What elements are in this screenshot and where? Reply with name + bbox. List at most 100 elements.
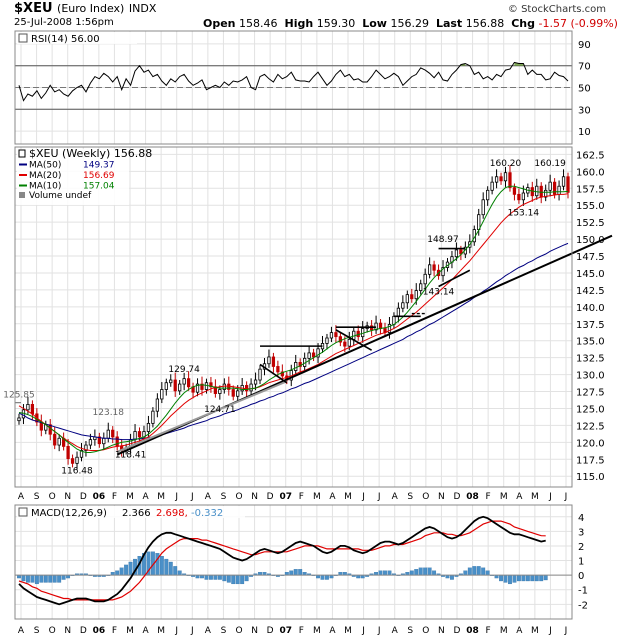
candle-body (137, 431, 142, 438)
price-legend-value: 149.37 (83, 161, 115, 171)
price-x-tick: D (80, 492, 87, 502)
candle-body (410, 294, 414, 300)
candle-body (405, 294, 409, 304)
macd-histogram-bar (124, 564, 129, 576)
macd-y-tick: 4 (578, 513, 584, 524)
macd-x-tick: M (531, 626, 539, 636)
flag-line (259, 363, 288, 384)
macd-x-tick: J (564, 626, 568, 636)
price-y-tick: 132.5 (576, 354, 605, 365)
candle-body (477, 214, 481, 230)
macd-x-tick: N (64, 626, 71, 636)
candle-body (329, 332, 334, 339)
candle-body (294, 361, 298, 371)
candle-body (557, 185, 561, 195)
macd-x-tick: 08 (466, 626, 479, 636)
candle-body (173, 379, 177, 392)
candle-body (146, 422, 151, 432)
macd-histogram-bar (25, 574, 30, 583)
candle-body (334, 332, 338, 338)
macd-histogram-bar (499, 574, 503, 582)
macd-histogram-bar (467, 567, 472, 576)
candle-body (133, 431, 137, 441)
candle-body (401, 302, 405, 309)
macd-histogram-bar (530, 574, 535, 582)
macd-histogram-bar (387, 570, 392, 576)
macd-x-tick: M (157, 626, 165, 636)
macd-legend-hist: -0.332 (191, 508, 223, 519)
price-x-tick: J (564, 492, 568, 502)
macd-x-tick: A (142, 626, 149, 636)
candle-body (218, 389, 222, 394)
macd-histogram-bar (485, 570, 490, 576)
macd-x-tick: A (18, 626, 25, 636)
macd-panel-frame (14, 504, 573, 620)
macd-histogram-bar (226, 574, 231, 583)
candle-body (517, 193, 521, 201)
macd-histogram-bar (508, 574, 512, 585)
candle-body (222, 383, 226, 390)
rsi-line (18, 61, 569, 102)
price-x-tick: J (361, 492, 365, 502)
price-y-tick: 160.0 (576, 167, 605, 178)
price-y-tick: 122.5 (576, 421, 605, 432)
price-annotation: 153.14 (508, 208, 540, 218)
price-x-tick: S (221, 492, 227, 502)
candle-body (231, 389, 235, 397)
rsi-legend-swatch (18, 33, 28, 43)
support-trendline-faded (116, 380, 288, 453)
macd-histogram-bar (423, 567, 428, 576)
macd-x-tick: F (486, 626, 491, 636)
price-y-tick: 140.0 (576, 303, 605, 314)
macd-x-tick: A (392, 626, 399, 636)
price-y-tick: 150.0 (576, 235, 605, 246)
candle-body (209, 382, 213, 388)
exchange: INDX (128, 2, 157, 15)
price-x-tick: M (126, 492, 134, 502)
macd-histogram-bar (463, 570, 468, 576)
candle-body (552, 181, 557, 195)
price-y-tick: 157.5 (576, 184, 605, 195)
macd-x-tick: M (126, 626, 134, 636)
candle-body (499, 176, 503, 182)
macd-x-tick: A (329, 626, 336, 636)
macd-legend-bg (17, 506, 245, 518)
macd-histogram-bar (534, 574, 539, 582)
low-value: 156.29 (390, 17, 429, 30)
ma-line-10 (18, 185, 569, 453)
macd-y-tick: 2 (578, 542, 584, 553)
macd-histogram-bar (39, 574, 44, 583)
price-x-tick: A (18, 492, 25, 502)
macd-histogram-bar (57, 574, 62, 583)
price-x-tick: F (112, 492, 117, 502)
candle-body (280, 371, 284, 377)
price-x-tick: J (190, 492, 194, 502)
price-annotation: 123.18 (93, 408, 125, 418)
price-annotation: 160.19 (534, 159, 566, 169)
candle-body (539, 185, 543, 198)
macd-histogram-bar (503, 574, 508, 583)
macd-histogram-bar (512, 574, 517, 583)
candle-body (530, 187, 534, 197)
macd-histogram-bar (240, 574, 245, 585)
price-legend-swatch (19, 192, 25, 198)
price-x-tick: F (486, 492, 491, 502)
candle-body (164, 382, 168, 390)
macd-legend-value: 2.366 (122, 508, 151, 519)
macd-x-tick: S (34, 626, 40, 636)
copyright[interactable]: © StockCharts.com (507, 4, 606, 15)
candle-body (566, 176, 570, 193)
macd-histogram-bar (48, 574, 53, 583)
macd-histogram-bar (235, 574, 240, 585)
macd-histogram-bar (213, 574, 218, 580)
macd-x-tick: S (221, 626, 227, 636)
macd-x-tick: 07 (279, 626, 292, 636)
candle-body (97, 436, 101, 445)
macd-x-tick: N (251, 626, 258, 636)
price-y-tick: 145.0 (576, 269, 605, 280)
price-legend-value: 157.04 (83, 182, 115, 192)
macd-x-tick: N (438, 626, 445, 636)
macd-histogram-bar (418, 567, 423, 576)
candle-body (325, 337, 329, 344)
candle-body (267, 356, 271, 365)
